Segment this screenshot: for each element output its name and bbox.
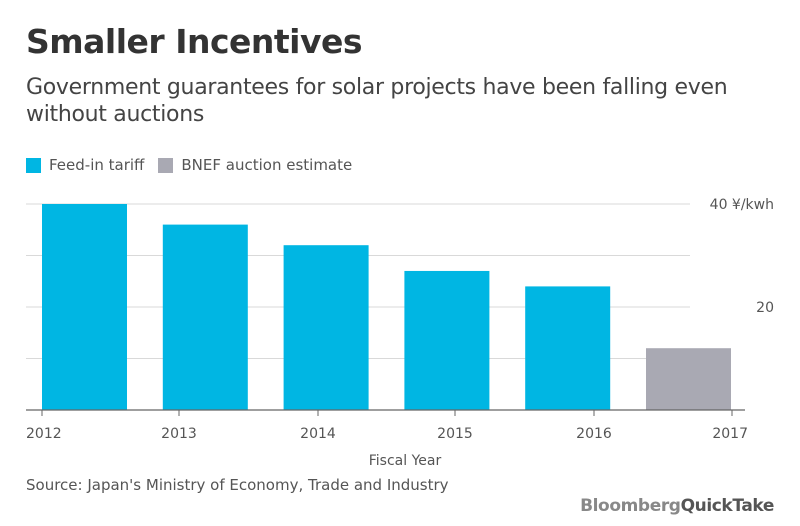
x-tick-label: 2016 (576, 426, 612, 442)
bloomberg-quicktake-logo: BloombergQuickTake (580, 496, 774, 516)
x-tick-label: 2014 (300, 426, 336, 442)
bar-2014 (283, 245, 369, 410)
bar-2017 (646, 348, 731, 410)
legend-label-feed-in-tariff: Feed-in tariff (49, 156, 145, 174)
legend: Feed-in tariff BNEF auction estimate (26, 156, 366, 174)
bar-2015 (404, 270, 490, 410)
y-tick-label: 20 (756, 300, 774, 316)
legend-item-bnef-auction-estimate: BNEF auction estimate (158, 156, 352, 174)
bar-2016 (525, 286, 611, 410)
chart-title: Smaller Incentives (26, 22, 363, 61)
x-tick-label: 2012 (26, 426, 62, 442)
chart-subtitle: Government guarantees for solar projects… (26, 75, 728, 127)
legend-swatch-feed-in-tariff (26, 157, 41, 173)
x-tick-label: 2017 (712, 426, 748, 442)
y-tick-label: 40 ¥/kwh (710, 197, 774, 213)
source-note: Source: Japan's Ministry of Economy, Tra… (26, 476, 449, 494)
bar-2013 (162, 224, 248, 410)
bar-chart: 40 ¥/kwh 20 2012 2013 2014 2015 2016 2017 Fiscal… (26, 197, 774, 469)
logo-product: QuickTake (680, 496, 775, 516)
legend-item-feed-in-tariff: Feed-in tariff (26, 156, 144, 174)
legend-label-bnef-auction-estimate: BNEF auction estimate (181, 156, 353, 174)
legend-swatch-bnef-auction-estimate (158, 157, 174, 173)
x-tick-label: 2015 (437, 426, 473, 442)
x-axis-label: Fiscal Year (369, 453, 442, 469)
logo-brand: Bloomberg (580, 496, 681, 516)
x-tick-label: 2013 (161, 426, 197, 442)
bar-2012 (42, 204, 127, 410)
